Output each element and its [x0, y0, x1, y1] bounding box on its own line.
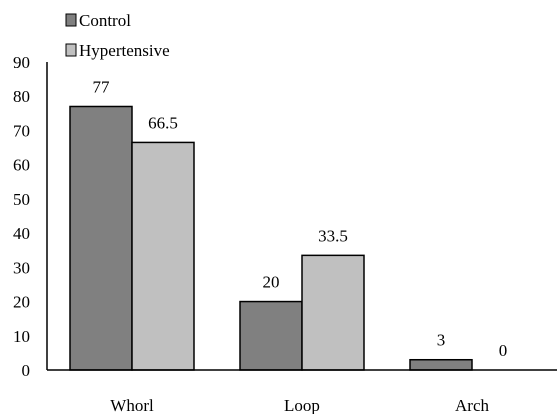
y-tick-label-50: 50: [13, 190, 30, 209]
legend: Control Hypertensive: [65, 11, 170, 60]
x-tick-label-loop: Loop: [284, 396, 320, 414]
data-label-hypertensive-arch: 0: [499, 341, 508, 360]
y-tick-label-70: 70: [13, 121, 30, 140]
data-label-hypertensive-whorl: 66.5: [148, 113, 178, 132]
legend-label-control: Control: [79, 11, 131, 30]
y-tick-label-10: 10: [13, 327, 30, 346]
y-axis: 0 10 20 30 40 50 60 70 80 90: [13, 53, 48, 380]
y-tick-label-0: 0: [22, 361, 31, 380]
y-tick-label-90: 90: [13, 53, 30, 72]
data-label-hypertensive-loop: 33.5: [318, 226, 348, 245]
data-label-control-loop: 20: [263, 273, 280, 292]
data-label-control-arch: 3: [437, 331, 446, 350]
legend-swatch-control: [65, 13, 77, 27]
y-tick-label-80: 80: [13, 87, 30, 106]
bar-hypertensive-whorl: [131, 141, 195, 371]
y-tick-label-20: 20: [13, 293, 30, 312]
bar-control-loop: [239, 300, 303, 371]
data-labels: 77 66.5 20 33.5 3 0: [93, 77, 508, 360]
bar-control-arch: [409, 358, 473, 371]
legend-label-hypertensive: Hypertensive: [79, 41, 170, 60]
bar-control-whorl: [69, 105, 133, 371]
y-tick-label-30: 30: [13, 258, 30, 277]
data-label-control-whorl: 77: [93, 77, 111, 96]
x-tick-label-arch: Arch: [455, 396, 489, 414]
legend-swatch-hypertensive: [65, 43, 77, 57]
bar-hypertensive-loop: [301, 254, 365, 371]
x-axis: Whorl Loop Arch: [47, 369, 557, 414]
x-tick-label-whorl: Whorl: [110, 396, 154, 414]
bars: [69, 105, 473, 371]
y-tick-label-60: 60: [13, 156, 30, 175]
y-tick-label-40: 40: [13, 224, 30, 243]
